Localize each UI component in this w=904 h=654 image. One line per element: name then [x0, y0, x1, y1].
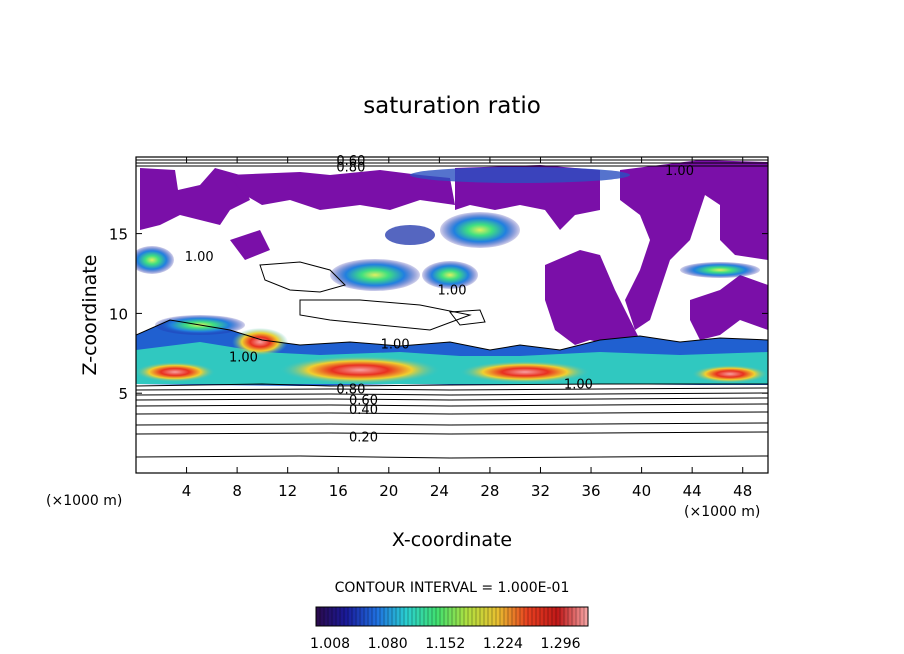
contour-line	[136, 403, 768, 407]
contour-line	[136, 392, 768, 396]
contour-label: 0.80	[336, 382, 365, 397]
contour-interval-label: CONTOUR INTERVAL = 1.000E-01	[335, 580, 570, 596]
cloud-upper-26	[440, 212, 520, 248]
x-tick-label: 28	[480, 482, 499, 500]
y-tick-label: 15	[109, 226, 128, 244]
y-axis: 5 10 15	[109, 226, 768, 403]
contour-label: 0.20	[349, 430, 378, 445]
contour-label: 1.00	[665, 164, 694, 179]
cloud-24-upper	[385, 225, 435, 245]
cloud-top-band	[410, 167, 630, 183]
x-tick-label: 24	[430, 482, 449, 500]
contour-line	[136, 431, 768, 435]
contour-label: 0.60	[349, 394, 378, 409]
x-tick-label: 36	[581, 482, 600, 500]
cloud-core-right	[692, 365, 768, 383]
y-tick-label: 5	[118, 385, 128, 403]
contour-line	[136, 383, 768, 387]
contour-line	[136, 387, 768, 391]
x-axis-label: X-coordinate	[392, 529, 512, 551]
cloud-upper-left	[136, 246, 174, 274]
contour-line-upper	[299, 299, 472, 331]
x-tick-label: 12	[278, 482, 297, 500]
contour-label: 1.00	[564, 378, 593, 393]
purple-region-right-lower	[690, 275, 768, 340]
contour-label: 1.00	[229, 350, 258, 365]
contour-line	[136, 397, 768, 401]
contour-line-upper	[449, 309, 486, 326]
contour-line-upper	[259, 261, 346, 293]
contour-label: 1.00	[185, 250, 214, 265]
contour-line	[136, 455, 768, 459]
cloud-mid-right	[680, 262, 760, 278]
contour-line	[136, 411, 768, 415]
colorbar-tick-label: 1.008	[310, 636, 350, 652]
purple-region-central-tall	[545, 250, 640, 345]
x-tick-label: 32	[531, 482, 550, 500]
chart-title: saturation ratio	[363, 93, 541, 119]
x-tick-label: 8	[232, 482, 242, 500]
contour-lines	[136, 159, 768, 459]
colorbar-tick-label: 1.296	[540, 636, 580, 652]
plot-frame	[135, 156, 769, 474]
purple-region-mid-left	[230, 230, 270, 260]
purple-region-right-large	[620, 160, 768, 330]
contour-labels: 0.200.400.600.801.001.001.001.001.001.00…	[185, 154, 694, 445]
contour-label: 1.00	[381, 338, 410, 353]
subsaturated-regions	[140, 160, 768, 345]
x-tick-label: 16	[329, 482, 348, 500]
cloud-core-left	[136, 362, 215, 382]
contour-label: 0.80	[336, 161, 365, 176]
x-unit-label-right: (×1000 m)	[684, 504, 760, 520]
x-unit-label-left: (×1000 m)	[46, 493, 122, 509]
purple-region-top-center	[228, 170, 455, 210]
colorbar-tick-label: 1.224	[483, 636, 523, 652]
colorbar-tick-label: 1.152	[425, 636, 465, 652]
x-axis: 4 8 12 16 20 24 28 32 36 40 44 48	[182, 157, 752, 500]
x-tick-label: 44	[683, 482, 702, 500]
contour-label: 0.40	[349, 403, 378, 418]
colorbar-tick-label: 1.080	[368, 636, 408, 652]
contour-line	[136, 422, 768, 426]
contour-label: 0.60	[336, 154, 365, 169]
purple-region-top-left	[140, 168, 250, 230]
cloud-core-28-34	[460, 361, 590, 383]
supersaturated-field	[136, 167, 768, 386]
colorbar-stripes	[319, 607, 585, 626]
cloud-core-16-24	[280, 356, 440, 384]
x-tick-label: 48	[733, 482, 752, 500]
x-tick-label: 40	[632, 482, 651, 500]
plot-area	[136, 157, 768, 473]
cloud-upper-30	[422, 261, 478, 289]
contour-line-cloud-edge	[136, 319, 768, 351]
cloud-upper-20	[330, 259, 420, 291]
y-axis-label: Z-coordinate	[79, 255, 101, 376]
y-tick-label: 10	[109, 305, 128, 323]
x-tick-label: 20	[379, 482, 398, 500]
x-tick-label: 4	[182, 482, 192, 500]
contour-label: 1.00	[438, 283, 467, 298]
colorbar-ticks: 1.008 1.080 1.152 1.224 1.296	[310, 636, 581, 652]
